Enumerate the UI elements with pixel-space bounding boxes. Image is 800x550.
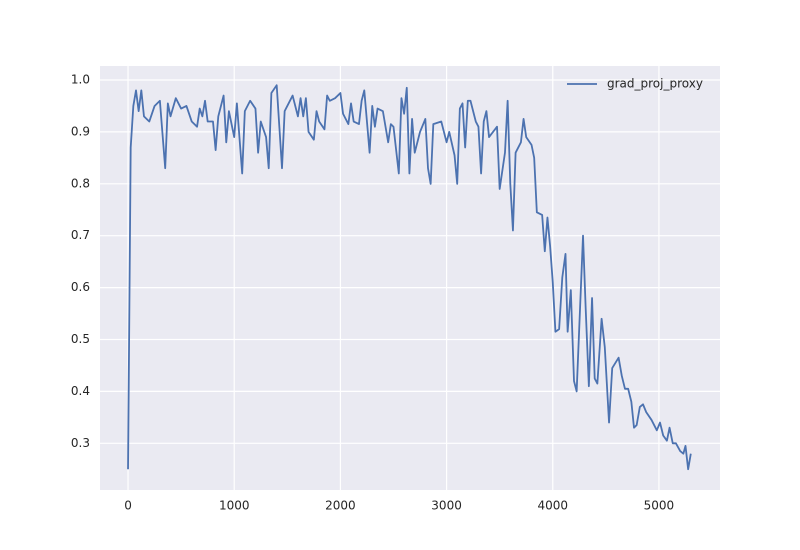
- legend-label: grad_proj_proxy: [607, 77, 703, 91]
- y-tick-label: 0.3: [71, 436, 90, 450]
- x-tick-label: 0: [124, 499, 132, 513]
- x-tick-label: 4000: [537, 499, 568, 513]
- x-tick-label: 2000: [325, 499, 356, 513]
- x-tick-label: 3000: [431, 499, 462, 513]
- x-tick-label: 1000: [219, 499, 250, 513]
- y-tick-label: 0.9: [71, 124, 90, 138]
- x-tick-label: 5000: [644, 499, 675, 513]
- y-tick-label: 0.4: [71, 384, 90, 398]
- y-tick-label: 1.0: [71, 73, 90, 87]
- data-line: [127, 84, 692, 471]
- y-tick-label: 0.8: [71, 176, 90, 190]
- y-tick-label: 0.6: [71, 280, 90, 294]
- y-tick-label: 0.7: [71, 228, 90, 242]
- y-tick-label: 0.5: [71, 332, 90, 346]
- plot-area: [100, 66, 720, 490]
